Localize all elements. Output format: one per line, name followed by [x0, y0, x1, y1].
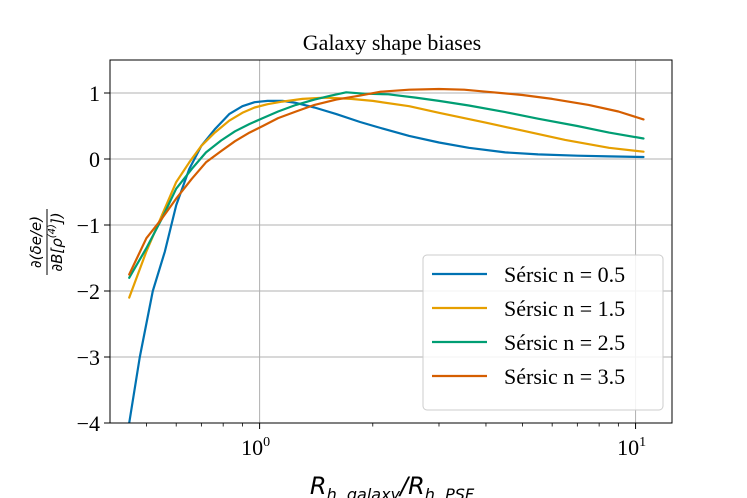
legend: Sérsic n = 0.5 Sérsic n = 1.5 Sérsic n = 2… [422, 254, 664, 411]
plot-frame [109, 59, 673, 424]
chart-title: Galaxy shape biases [303, 30, 481, 55]
y-tick-label: −3 [77, 345, 100, 370]
x-tick-label: 101 [617, 435, 646, 460]
legend-label-2: Sérsic n = 2.5 [504, 330, 625, 355]
y-tick-labels: −4 −3 −2 −1 0 1 [77, 81, 100, 436]
svg-text:∂(δe/e): ∂(δe/e) [27, 216, 45, 268]
legend-label-0: Sérsic n = 0.5 [504, 262, 625, 287]
plot-lines [128, 87, 645, 423]
series-line-0 [128, 99, 645, 423]
series-line-3 [128, 87, 645, 276]
y-tick-label: −4 [77, 411, 100, 436]
x-tick-labels: 100 101 [241, 435, 646, 460]
legend-box [422, 254, 664, 411]
x-axis-label: Rh, galaxy/Rh, PSF [310, 472, 475, 498]
x-tick-label: 100 [241, 435, 270, 460]
svg-text:∂B[ρ(4)]): ∂B[ρ(4)]) [47, 212, 66, 271]
series-line-2 [128, 91, 645, 279]
axes [104, 59, 673, 429]
series-line-1 [128, 96, 645, 299]
legend-label-1: Sérsic n = 1.5 [504, 296, 625, 321]
y-tick-label: −1 [77, 213, 100, 238]
y-axis-label: ∂(δe/e) ∂B[ρ(4)]) [27, 209, 66, 275]
legend-label-3: Sérsic n = 3.5 [504, 364, 625, 389]
y-tick-label: −2 [77, 279, 100, 304]
y-tick-label: 0 [89, 147, 100, 172]
y-tick-label: 1 [89, 81, 100, 106]
